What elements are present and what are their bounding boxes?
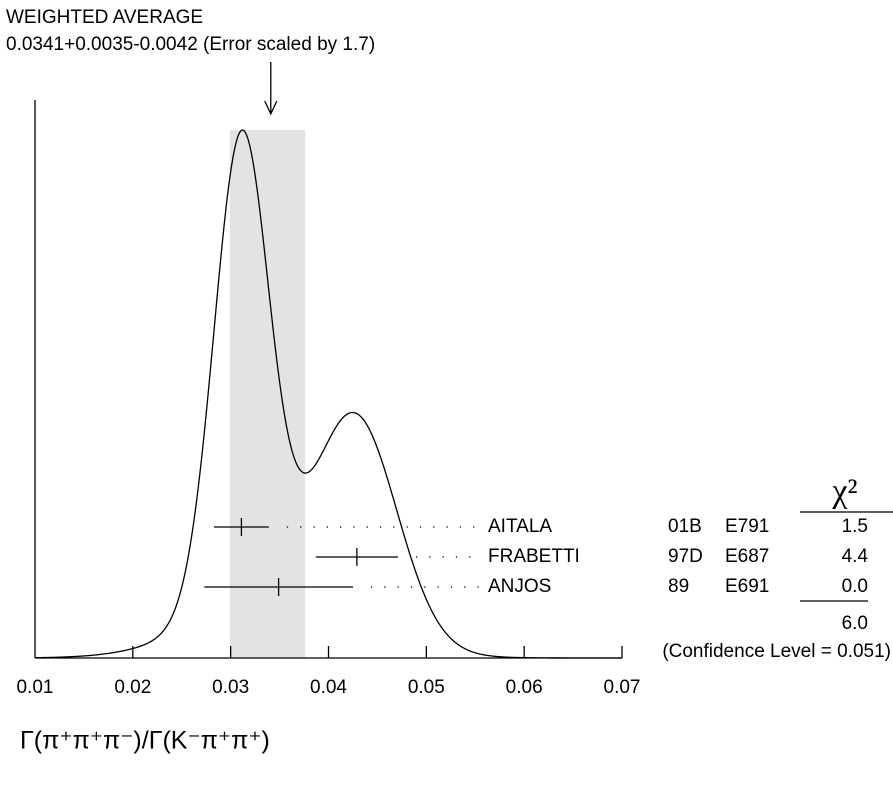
measurement-name: ANJOS xyxy=(488,576,551,597)
measurement-year: 01B xyxy=(668,516,702,537)
average-arrow-head xyxy=(264,100,278,116)
confidence-level: (Confidence Level = 0.051) xyxy=(662,641,891,662)
chi2-total: 6.0 xyxy=(842,613,868,634)
x-tick-label: 0.02 xyxy=(114,677,151,698)
measurement-experiment: E691 xyxy=(725,576,769,597)
measurement-name: FRABETTI xyxy=(488,546,580,567)
measurement-chi2: 0.0 xyxy=(842,576,868,597)
chart-subtitle: 0.0341+0.0035-0.0042 (Error scaled by 1.… xyxy=(6,34,375,55)
measurement-chi2: 1.5 xyxy=(842,516,868,537)
measurement-year: 97D xyxy=(668,546,703,567)
measurement-name: AITALA xyxy=(488,516,552,537)
measurement-year: 89 xyxy=(668,576,689,597)
measurement-experiment: E791 xyxy=(725,516,769,537)
chi2-header: χ² xyxy=(831,473,857,510)
x-tick-label: 0.05 xyxy=(408,677,445,698)
measurement-chi2: 4.4 xyxy=(842,546,869,567)
chart-title: WEIGHTED AVERAGE xyxy=(6,7,203,28)
x-tick-label: 0.03 xyxy=(212,677,249,698)
average-band xyxy=(229,130,306,658)
ideogram-curve xyxy=(34,129,622,659)
x-tick-label: 0.04 xyxy=(310,677,347,698)
x-tick-label: 0.06 xyxy=(506,677,543,698)
x-axis-label: Γ(π⁺π⁺π⁻)/Γ(K⁻π⁺π⁺) xyxy=(20,727,270,755)
measurement-experiment: E687 xyxy=(725,546,769,567)
x-tick-label: 0.07 xyxy=(604,677,641,698)
x-tick-label: 0.01 xyxy=(17,677,54,698)
